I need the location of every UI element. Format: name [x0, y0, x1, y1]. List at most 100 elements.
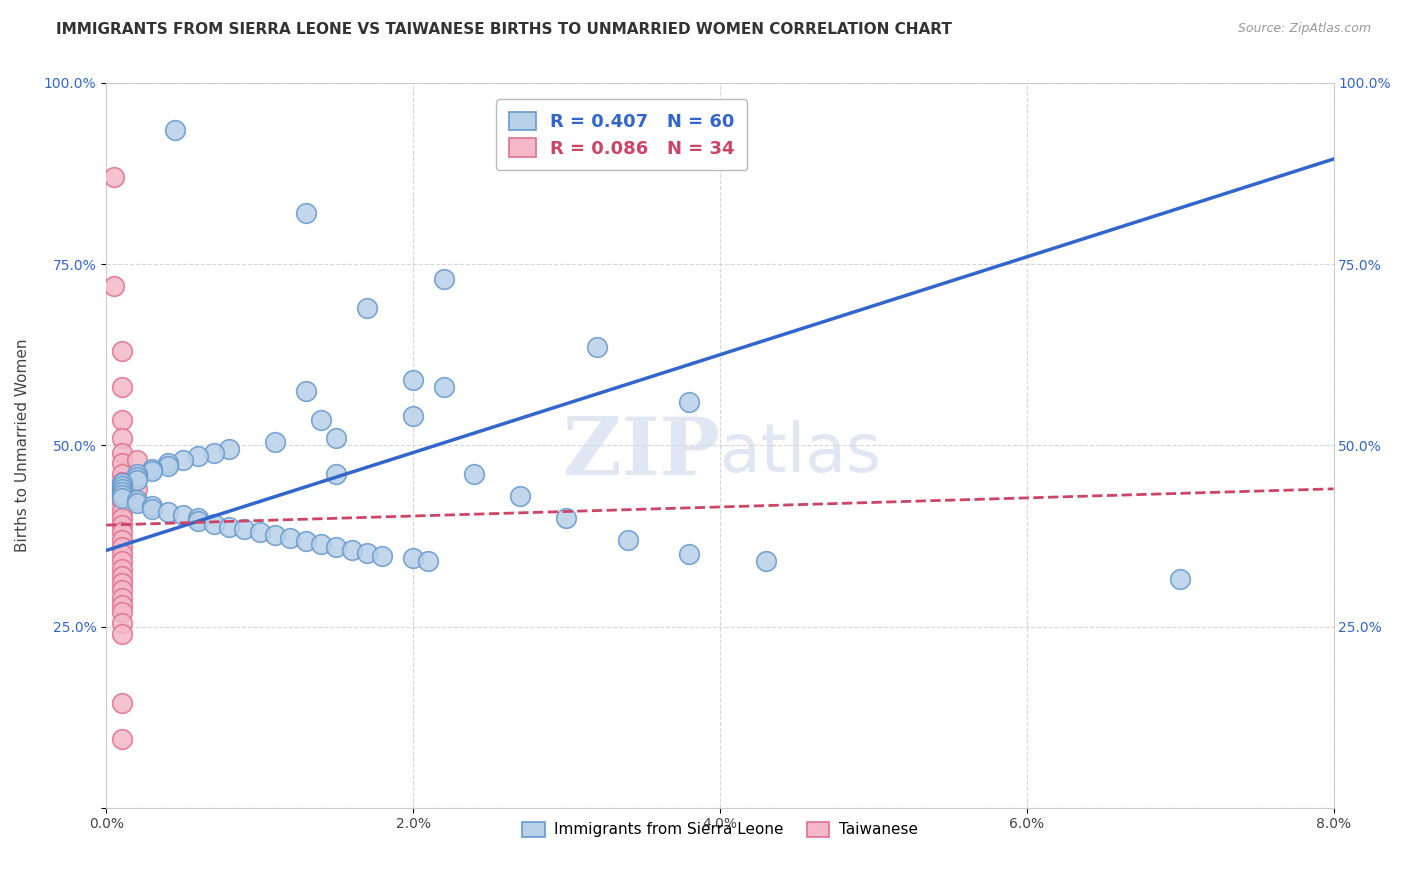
Point	[325, 467, 347, 482]
Point	[294, 206, 316, 220]
Point	[402, 551, 425, 566]
Point	[309, 413, 332, 427]
Point	[110, 540, 132, 554]
Point	[110, 627, 132, 641]
Point	[340, 542, 363, 557]
Point	[187, 449, 209, 463]
Point	[110, 554, 132, 568]
Point	[110, 344, 132, 359]
Point	[125, 493, 148, 508]
Point	[172, 508, 194, 522]
Point	[110, 457, 132, 471]
Point	[371, 549, 394, 563]
Point	[586, 341, 609, 355]
Point	[418, 554, 440, 568]
Point	[156, 456, 179, 470]
Point	[125, 496, 148, 510]
Text: ZIP: ZIP	[562, 414, 720, 491]
Point	[110, 496, 132, 510]
Point	[110, 605, 132, 619]
Point	[433, 271, 456, 285]
Point	[110, 615, 132, 630]
Point	[218, 519, 240, 533]
Point	[356, 546, 378, 560]
Point	[110, 467, 132, 482]
Point	[110, 482, 132, 496]
Text: atlas: atlas	[720, 419, 880, 485]
Point	[678, 395, 700, 409]
Legend: Immigrants from Sierra Leone, Taiwanese: Immigrants from Sierra Leone, Taiwanese	[516, 815, 924, 844]
Point	[172, 453, 194, 467]
Point	[249, 525, 271, 540]
Point	[233, 523, 256, 537]
Point	[110, 511, 132, 525]
Point	[433, 380, 456, 394]
Point	[278, 531, 301, 545]
Point	[110, 547, 132, 561]
Point	[294, 384, 316, 398]
Point	[755, 554, 778, 568]
Point	[141, 465, 163, 479]
Point	[110, 445, 132, 459]
Point	[110, 431, 132, 445]
Point	[617, 533, 640, 547]
Point	[110, 479, 132, 493]
Point	[110, 533, 132, 547]
Point	[110, 576, 132, 591]
Point	[156, 505, 179, 519]
Point	[555, 511, 578, 525]
Point	[110, 488, 132, 502]
Point	[110, 525, 132, 540]
Point	[264, 434, 287, 449]
Point	[110, 598, 132, 612]
Point	[125, 473, 148, 487]
Point	[294, 534, 316, 549]
Point	[110, 491, 132, 505]
Point	[125, 467, 148, 482]
Point	[264, 528, 287, 542]
Point	[110, 731, 132, 746]
Point	[202, 445, 225, 459]
Point	[218, 442, 240, 456]
Point	[141, 502, 163, 516]
Point	[187, 514, 209, 528]
Point	[678, 547, 700, 561]
Point	[125, 482, 148, 496]
Point	[463, 467, 485, 482]
Point	[110, 569, 132, 583]
Point	[110, 484, 132, 499]
Point	[156, 458, 179, 473]
Point	[187, 511, 209, 525]
Point	[509, 489, 531, 503]
Point	[110, 518, 132, 533]
Point	[103, 170, 125, 185]
Point	[110, 413, 132, 427]
Point	[356, 301, 378, 315]
Point	[110, 591, 132, 605]
Point	[202, 516, 225, 531]
Point	[325, 431, 347, 445]
Point	[110, 380, 132, 394]
Point	[141, 461, 163, 475]
Point	[325, 540, 347, 554]
Point	[125, 453, 148, 467]
Point	[110, 696, 132, 710]
Point	[1168, 573, 1191, 587]
Point	[165, 123, 187, 137]
Point	[110, 583, 132, 598]
Point	[110, 475, 132, 489]
Text: Source: ZipAtlas.com: Source: ZipAtlas.com	[1237, 22, 1371, 36]
Point	[110, 503, 132, 517]
Y-axis label: Births to Unmarried Women: Births to Unmarried Women	[15, 339, 30, 552]
Text: IMMIGRANTS FROM SIERRA LEONE VS TAIWANESE BIRTHS TO UNMARRIED WOMEN CORRELATION : IMMIGRANTS FROM SIERRA LEONE VS TAIWANES…	[56, 22, 952, 37]
Point	[402, 409, 425, 424]
Point	[110, 482, 132, 496]
Point	[141, 500, 163, 514]
Point	[110, 561, 132, 575]
Point	[402, 373, 425, 387]
Point	[110, 476, 132, 491]
Point	[125, 470, 148, 484]
Point	[103, 279, 125, 293]
Point	[309, 537, 332, 551]
Point	[110, 489, 132, 503]
